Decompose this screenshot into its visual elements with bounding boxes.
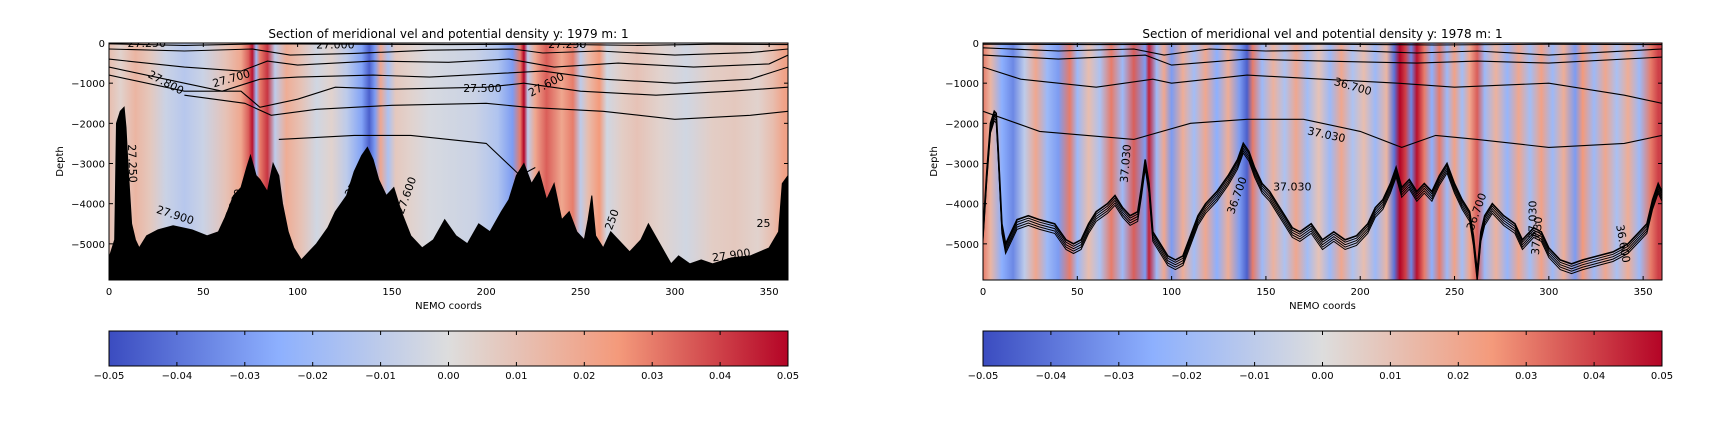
y-tick-label: −4000 (71, 200, 105, 211)
colorbar-tick-label: −0.05 (968, 371, 999, 382)
y-tick-label: −2000 (71, 119, 105, 130)
y-tick-label: −3000 (71, 160, 105, 171)
density-contour (109, 43, 788, 46)
x-tick-label: 100 (288, 287, 307, 298)
x-tick-label: 200 (1351, 287, 1370, 298)
bathymetry-contour (983, 119, 1662, 280)
bathymetry-contour (983, 112, 1662, 275)
y-tick-label: −2000 (945, 119, 979, 130)
x-axis-label: NEMO coords (415, 301, 482, 312)
density-contour (109, 48, 788, 56)
colorbar: −0.05 −0.04 −0.03 −0.02 −0.01 0.00 0.01 0.02 0.0… (968, 330, 1673, 382)
plot-frame (108, 42, 789, 281)
x-tick-label: 0 (106, 287, 112, 298)
colorbar-tick-label: −0.01 (1239, 371, 1270, 382)
bathymetry (109, 106, 788, 280)
x-tick-label: 50 (197, 287, 210, 298)
y-tick-label: −1000 (945, 79, 979, 90)
x-tick-label: 150 (1256, 287, 1275, 298)
colorbar-gradient (108, 330, 789, 367)
y-tick-label: −1000 (71, 79, 105, 90)
y-tick-label: −3000 (945, 160, 979, 171)
x-tick-label: 50 (1071, 287, 1084, 298)
colorbar-tick-label: 0.01 (505, 371, 527, 382)
colorbar-tick-label: 0.00 (437, 371, 459, 382)
density-contour (983, 66, 1662, 104)
contour-label: 37.030 (1118, 144, 1134, 183)
colorbar-tick-label: 0.04 (1583, 371, 1605, 382)
y-tick-label: 0 (99, 39, 105, 50)
contour-label: 25 (756, 217, 770, 230)
density-contour (983, 110, 1662, 148)
bathymetry-contour (983, 115, 1662, 277)
contour-label: 27.250 (548, 38, 587, 51)
colorbar-tick-label: −0.02 (1171, 371, 1202, 382)
bathymetry-contour (983, 109, 1662, 273)
x-tick-label: 200 (477, 287, 496, 298)
density-contour (983, 47, 1662, 56)
colorbar-tick-label: −0.01 (365, 371, 396, 382)
colorbar-tick-label: 0.03 (1515, 371, 1537, 382)
contour-label: 37.030 (1529, 216, 1545, 255)
chart-title: Section of meridional vel and potential … (1142, 27, 1502, 41)
contour-label: 37.030 (1273, 181, 1312, 194)
colorbar-tick-label: −0.04 (162, 371, 193, 382)
density-contour (983, 54, 1662, 66)
contour-label: 27.250 (125, 144, 139, 183)
colorbar-tick-label: 0.05 (1651, 371, 1673, 382)
y-axis-label: Depth (929, 146, 940, 176)
bathymetry-contour (983, 117, 1662, 280)
y-tick-label: −4000 (945, 200, 979, 211)
colorbar-tick-label: 0.04 (709, 371, 731, 382)
x-tick-label: 0 (980, 287, 986, 298)
x-tick-label: 350 (760, 287, 779, 298)
colorbar-tick-label: −0.05 (94, 371, 125, 382)
y-tick-label: −5000 (945, 240, 979, 251)
colorbar-tick-label: 0.02 (1447, 371, 1469, 382)
contour-label: 37.030 (1527, 200, 1540, 239)
x-tick-label: 250 (1445, 287, 1464, 298)
density-contour (109, 54, 788, 72)
x-tick-label: 300 (1539, 287, 1558, 298)
x-axis-label: NEMO coords (1289, 301, 1356, 312)
x-tick-label: 150 (382, 287, 401, 298)
colorbar-tick-label: −0.02 (297, 371, 328, 382)
y-tick-label: −5000 (71, 240, 105, 251)
x-tick-label: 250 (571, 287, 590, 298)
x-tick-label: 300 (665, 287, 684, 298)
plot-frame (982, 42, 1663, 281)
colorbar-tick-label: 0.03 (641, 371, 663, 382)
colorbar-tick-label: 0.01 (1379, 371, 1401, 382)
x-tick-label: 350 (1634, 287, 1653, 298)
contour-label: 27.500 (463, 82, 502, 95)
colorbar-tick-label: −0.04 (1036, 371, 1067, 382)
colorbar-tick-label: 0.02 (573, 371, 595, 382)
colorbar-gradient (982, 330, 1663, 367)
contour-label: 27.000 (316, 38, 355, 51)
contour-label: 27.250 (127, 37, 166, 50)
chart-title: Section of meridional vel and potential … (268, 27, 628, 41)
density-contour (109, 74, 788, 108)
colorbar-tick-label: −0.03 (1103, 371, 1134, 382)
x-tick-label: 100 (1162, 287, 1181, 298)
colorbar-tick-label: −0.03 (229, 371, 260, 382)
colorbar-tick-label: 0.05 (777, 371, 799, 382)
y-axis-label: Depth (55, 146, 66, 176)
colorbar-tick-label: 0.00 (1311, 371, 1333, 382)
colorbar: −0.05 −0.04 −0.03 −0.02 −0.01 0.00 0.01 0.02 0.0… (94, 330, 799, 382)
contour-label: 27.900 (711, 246, 751, 264)
y-tick-label: 0 (973, 39, 979, 50)
density-contour (184, 94, 788, 120)
